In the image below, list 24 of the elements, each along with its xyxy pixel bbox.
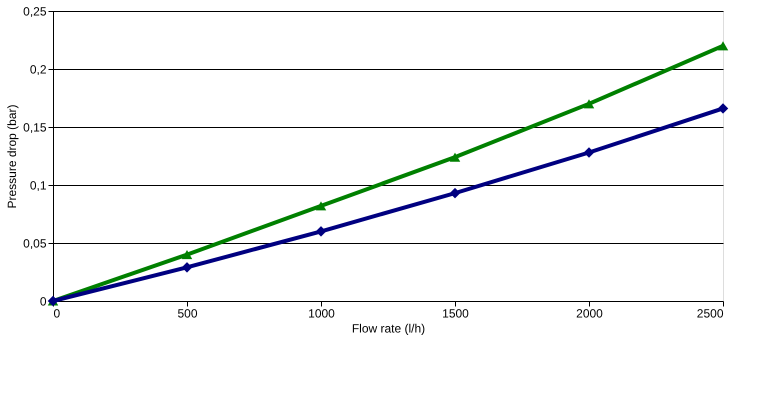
point [182,262,192,273]
y-tick-label: 0,15 [23,120,47,134]
x-axis-title: Flow rate (l/h) [352,322,426,336]
y-tick-label: 0,2 [30,62,47,76]
x-tick-label: 500 [177,306,198,320]
point [450,152,460,162]
y-tick-label: 0,1 [30,178,47,192]
x-tick-label: 2500 [696,306,724,320]
x-tick-label: 1500 [442,306,470,320]
x-tick-label: 1000 [308,306,336,320]
x-tick-label: 0 [54,306,60,320]
point [450,188,460,198]
point [182,250,192,260]
y-axis-title: Pressure drop (bar) [5,104,20,209]
point [718,41,728,50]
point [316,201,326,210]
y-tick-label: 0 [40,294,47,308]
point [584,147,594,158]
y-tick-label: 0,05 [23,236,47,250]
point [316,226,326,237]
y-tick-label: 0,25 [23,4,47,18]
point [718,103,728,114]
x-tick-label: 2000 [576,306,604,320]
point [584,99,594,108]
